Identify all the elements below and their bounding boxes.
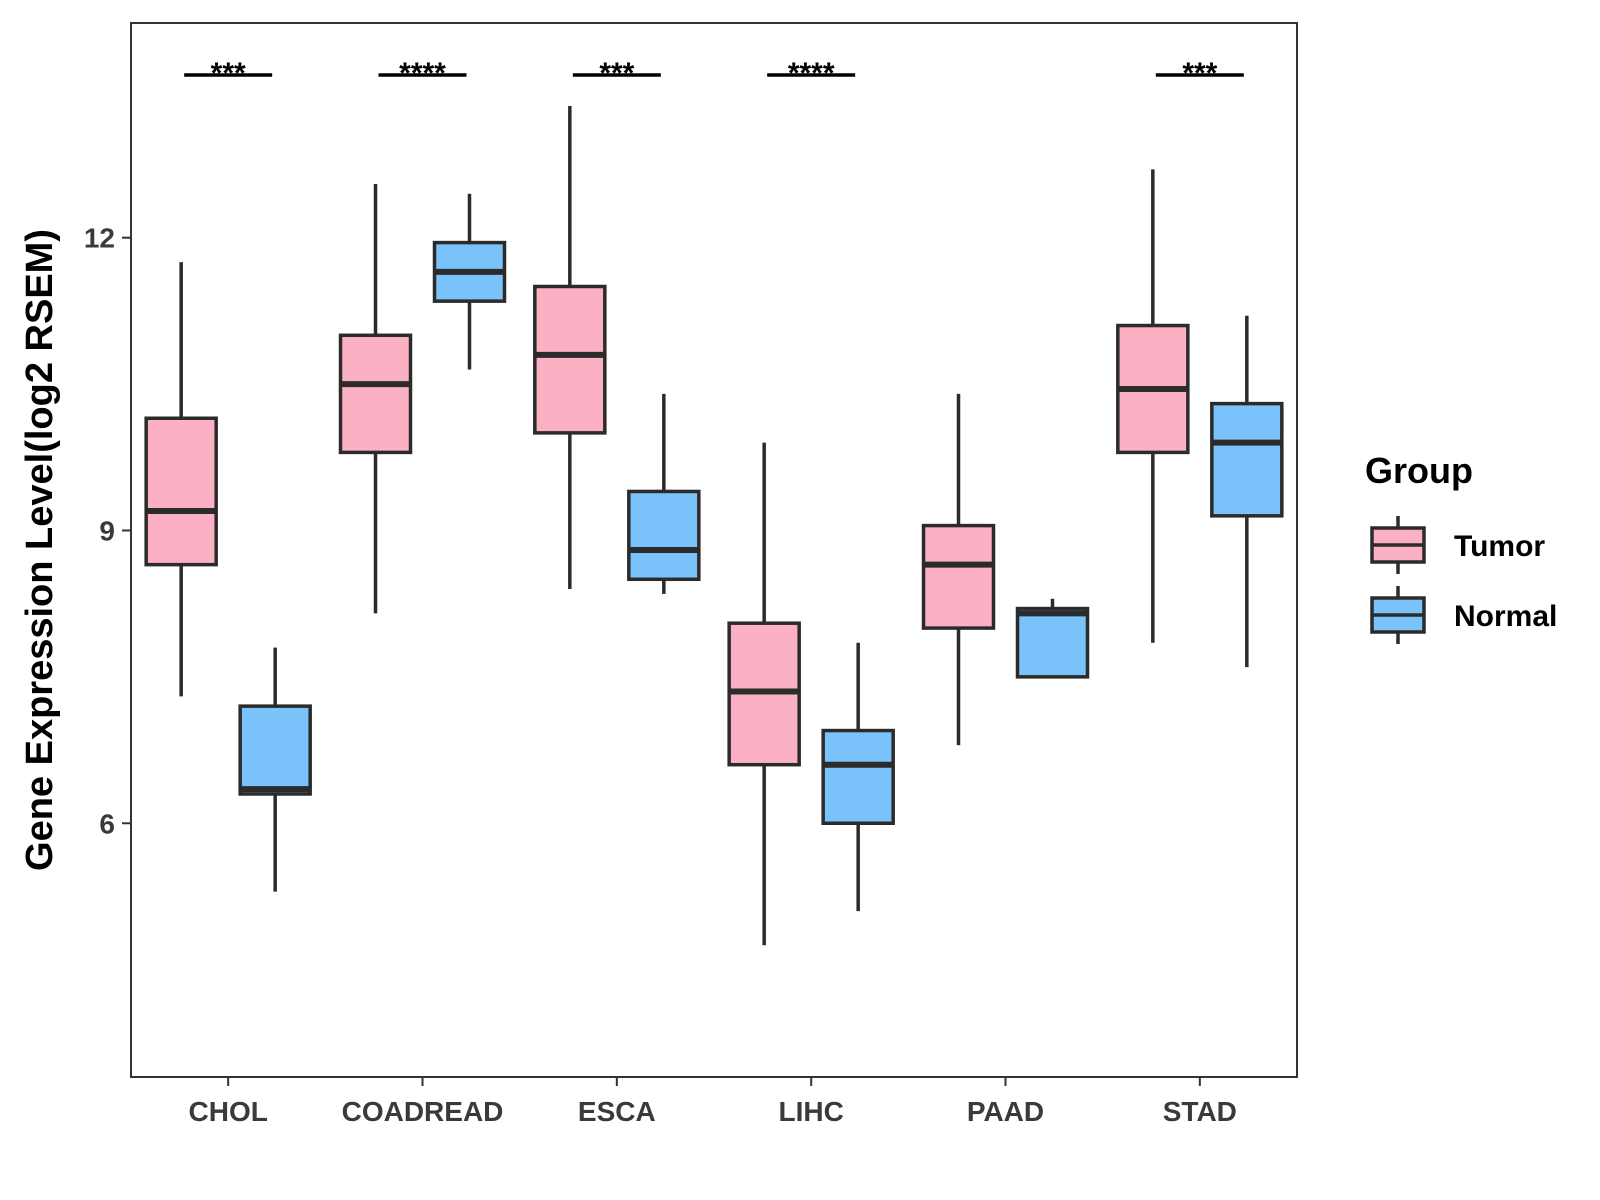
y-tick-label-9: 9 bbox=[99, 515, 115, 546]
legend-title: Group bbox=[1365, 450, 1473, 491]
significance-layer: *** **** *** **** *** bbox=[184, 57, 1244, 90]
box-normal-lihc bbox=[821, 642, 895, 912]
significance-label-lihc: **** bbox=[788, 57, 835, 90]
significance-label-chol: *** bbox=[211, 57, 246, 90]
box-body-normal-esca bbox=[627, 489, 701, 582]
box-body-normal-stad bbox=[1210, 401, 1284, 518]
plot-panel bbox=[130, 22, 1298, 1078]
box-tumor-lihc bbox=[727, 442, 801, 946]
box-layer bbox=[144, 105, 1284, 946]
x-tick-label-paad: PAAD bbox=[967, 1096, 1044, 1127]
box-body-normal-paad bbox=[1015, 606, 1090, 679]
box-normal-paad bbox=[1015, 598, 1090, 679]
y-axis: 6 9 12 bbox=[84, 223, 131, 839]
x-tick-label-stad: STAD bbox=[1163, 1096, 1237, 1127]
legend: Group Tumor Normal bbox=[1365, 450, 1557, 644]
box-body-normal-chol bbox=[238, 704, 312, 796]
box-normal-stad bbox=[1210, 315, 1284, 668]
significance-label-esca: *** bbox=[599, 57, 634, 90]
legend-item-tumor: Tumor bbox=[1370, 516, 1545, 574]
x-tick-label-esca: ESCA bbox=[578, 1096, 656, 1127]
y-tick-label-6: 6 bbox=[99, 808, 115, 839]
box-body-tumor-paad bbox=[921, 523, 996, 630]
legend-item-normal: Normal bbox=[1370, 586, 1557, 644]
box-normal-chol bbox=[238, 647, 312, 892]
significance-label-stad: *** bbox=[1182, 57, 1217, 90]
box-body-normal-lihc bbox=[821, 728, 895, 826]
x-axis: CHOL COADREAD ESCA LIHC PAAD STAD bbox=[189, 1077, 1237, 1127]
x-tick-label-lihc: LIHC bbox=[779, 1096, 844, 1127]
box-tumor-coadread bbox=[338, 184, 413, 614]
box-body-tumor-esca bbox=[533, 284, 607, 435]
y-tick-label-12: 12 bbox=[84, 223, 115, 254]
box-tumor-esca bbox=[533, 105, 607, 590]
box-normal-coadread bbox=[432, 193, 507, 370]
x-tick-label-chol: CHOL bbox=[189, 1096, 268, 1127]
box-tumor-paad bbox=[921, 393, 996, 746]
box-normal-esca bbox=[627, 393, 701, 594]
box-body-tumor-coadread bbox=[338, 333, 413, 455]
y-axis-title: Gene Expression Level(log2 RSEM) bbox=[19, 229, 61, 871]
box-body-tumor-chol bbox=[144, 416, 218, 567]
legend-label-tumor: Tumor bbox=[1454, 530, 1545, 563]
x-tick-label-coadread: COADREAD bbox=[342, 1096, 504, 1127]
box-tumor-chol bbox=[144, 262, 218, 697]
significance-label-coadread: **** bbox=[399, 57, 446, 90]
legend-label-normal: Normal bbox=[1454, 600, 1557, 633]
box-tumor-stad bbox=[1116, 169, 1190, 643]
